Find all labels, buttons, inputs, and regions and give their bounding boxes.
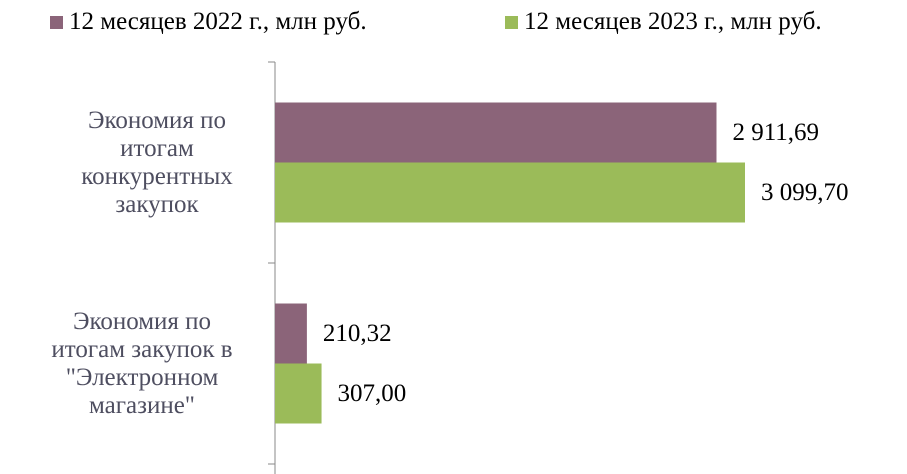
value-label: 210,32 — [323, 320, 392, 347]
value-label: 307,00 — [338, 380, 407, 407]
legend-swatch — [50, 15, 63, 29]
legend-label: 12 месяцев 2023 г., млн руб. — [524, 8, 822, 35]
legend-label: 12 месяцев 2022 г., млн руб. — [69, 8, 367, 35]
legend-item: 12 месяцев 2022 г., млн руб. — [50, 8, 367, 36]
bar — [275, 102, 717, 163]
value-label: 3 099,70 — [761, 179, 849, 206]
bar — [275, 303, 307, 364]
category-label: Экономия по итогам закупок в "Электронно… — [51, 307, 233, 419]
category-label: Экономия по итогам конкурентных закупок — [81, 106, 233, 218]
value-label: 2 911,69 — [732, 119, 819, 146]
legend-swatch — [505, 15, 518, 29]
bar — [275, 363, 322, 424]
bar — [275, 162, 745, 223]
legend-item: 12 месяцев 2023 г., млн руб. — [505, 8, 822, 36]
